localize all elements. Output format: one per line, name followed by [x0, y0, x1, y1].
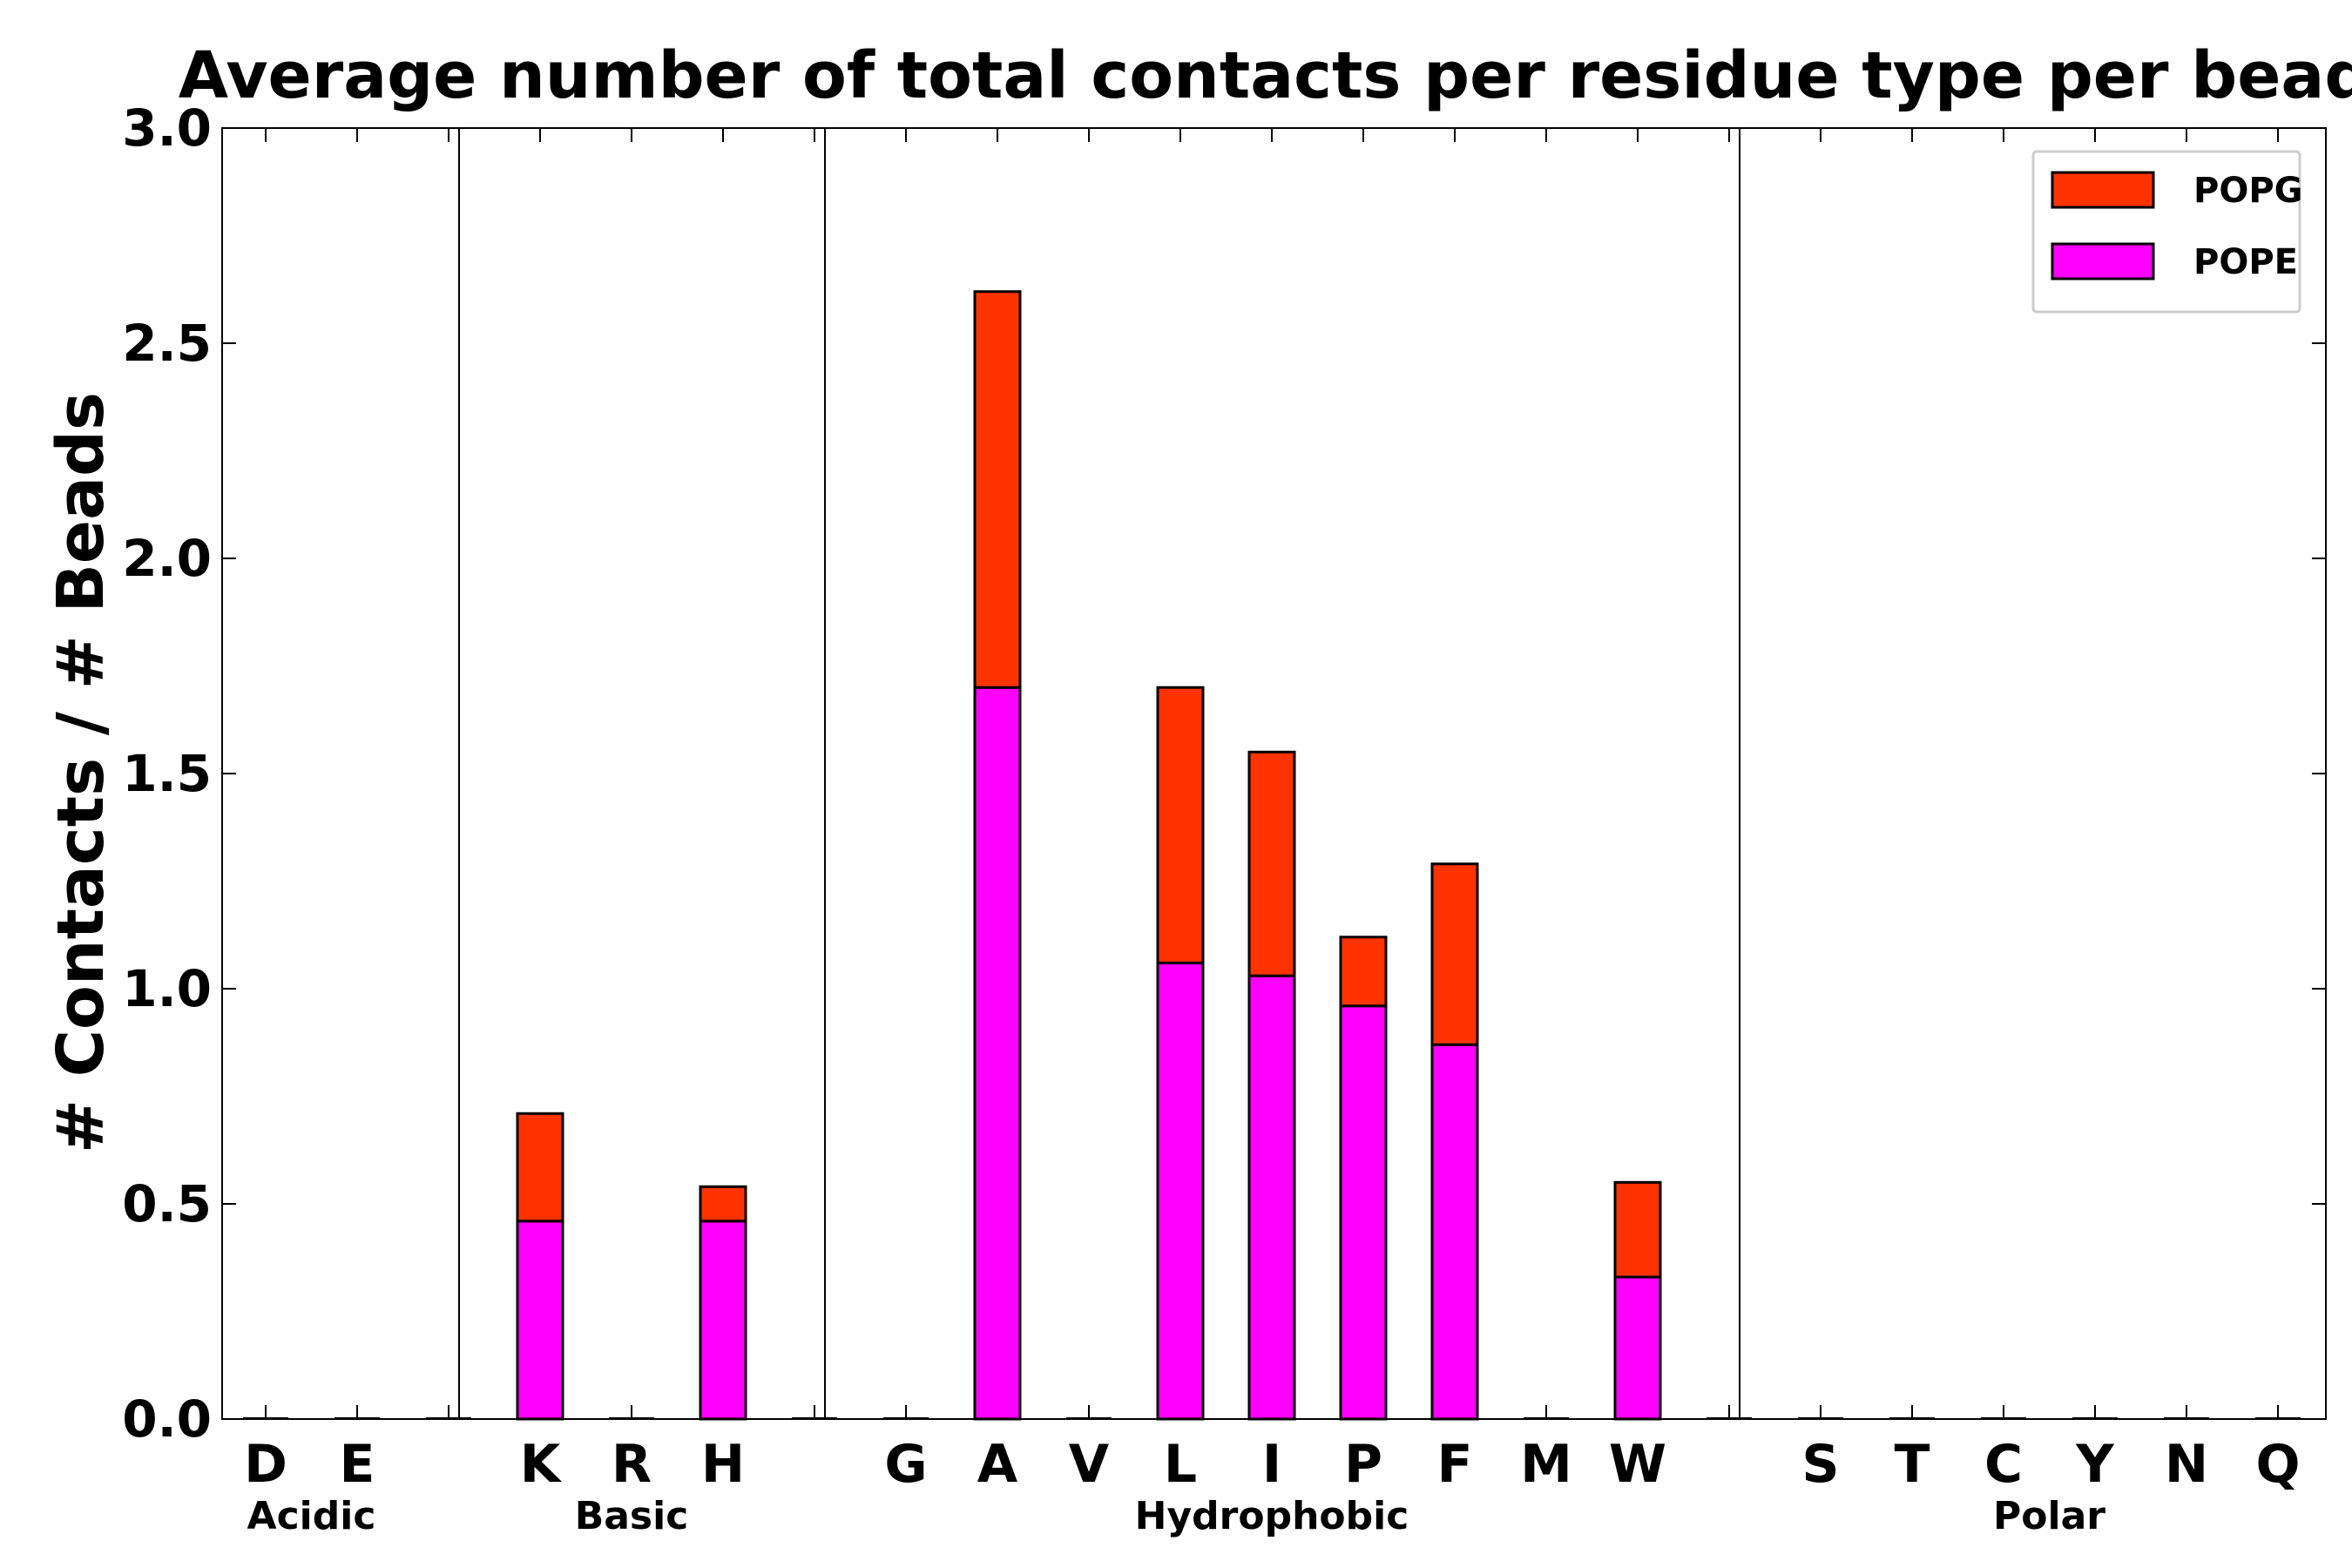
x-category-label: R [612, 1434, 652, 1495]
y-tick-label: 0.5 [122, 1174, 212, 1233]
legend-swatch-pope [2051, 242, 2155, 280]
x-group-label: Basic [575, 1494, 689, 1538]
x-category-label: V [1069, 1434, 1110, 1495]
x-category-label: I [1262, 1434, 1281, 1495]
legend: POPG POPE [2031, 150, 2302, 314]
bar-popg-k [516, 1112, 564, 1223]
bar-popg-f [1430, 862, 1479, 1046]
bar-popg-h [699, 1185, 747, 1223]
x-category-label: A [977, 1434, 1018, 1495]
y-tick-label: 2.0 [122, 529, 212, 588]
x-category-label: Y [2075, 1434, 2115, 1495]
plot-area: 0.0 0.5 1.0 1.5 2.0 2.5 3.0 D E K R H G A V L I P F M W S T C Y N… [122, 98, 2326, 1538]
chart-title: Average number of total contacts per res… [179, 38, 2352, 113]
y-axis-label: # Contacts / # Beads [44, 392, 118, 1153]
bar-pope-k [516, 1220, 564, 1421]
y-tick-label: 2.5 [122, 314, 212, 373]
x-category-label: K [520, 1434, 563, 1495]
bar-pope-w [1613, 1275, 1662, 1421]
x-category-label: E [340, 1434, 375, 1495]
bar-pope-l [1156, 961, 1205, 1421]
bar-pope-p [1339, 1004, 1388, 1421]
x-category-label: C [1984, 1434, 2023, 1495]
bar-pope-i [1247, 974, 1296, 1421]
bar-popg-i [1247, 750, 1296, 977]
x-category-label: L [1164, 1434, 1197, 1495]
plot-frame [221, 127, 2327, 1420]
legend-swatch-popg [2051, 171, 2155, 209]
x-group-label: Hydrophobic [1135, 1494, 1409, 1538]
x-category-label: G [884, 1434, 927, 1495]
x-group-label: Polar [1993, 1494, 2105, 1538]
x-group-label: Acidic [247, 1494, 376, 1538]
x-category-label: F [1437, 1434, 1473, 1495]
x-category-label: P [1344, 1434, 1382, 1495]
x-category-label: T [1895, 1434, 1930, 1495]
legend-label-pope: POPE [2193, 242, 2298, 282]
bar-pope-a [973, 686, 1022, 1421]
bar-popg-w [1613, 1180, 1662, 1279]
bar-popg-p [1339, 936, 1388, 1008]
y-tick-label: 3.0 [122, 98, 212, 158]
x-category-label: S [1801, 1434, 1839, 1495]
bar-pope-f [1430, 1043, 1479, 1421]
x-category-label: Q [2255, 1434, 2300, 1495]
bar-popg-l [1156, 686, 1205, 964]
x-category-label: M [1520, 1434, 1572, 1495]
x-category-label: H [701, 1434, 745, 1495]
y-tick-label: 0.0 [122, 1389, 212, 1449]
y-tick-label: 1.0 [122, 959, 212, 1018]
bar-popg-a [973, 290, 1022, 689]
x-category-label: N [2165, 1434, 2208, 1495]
y-tick-label: 1.5 [122, 744, 212, 803]
bar-pope-h [699, 1220, 747, 1421]
x-category-label: D [244, 1434, 287, 1495]
legend-label-popg: POPG [2193, 171, 2302, 211]
x-category-label: W [1609, 1434, 1666, 1495]
